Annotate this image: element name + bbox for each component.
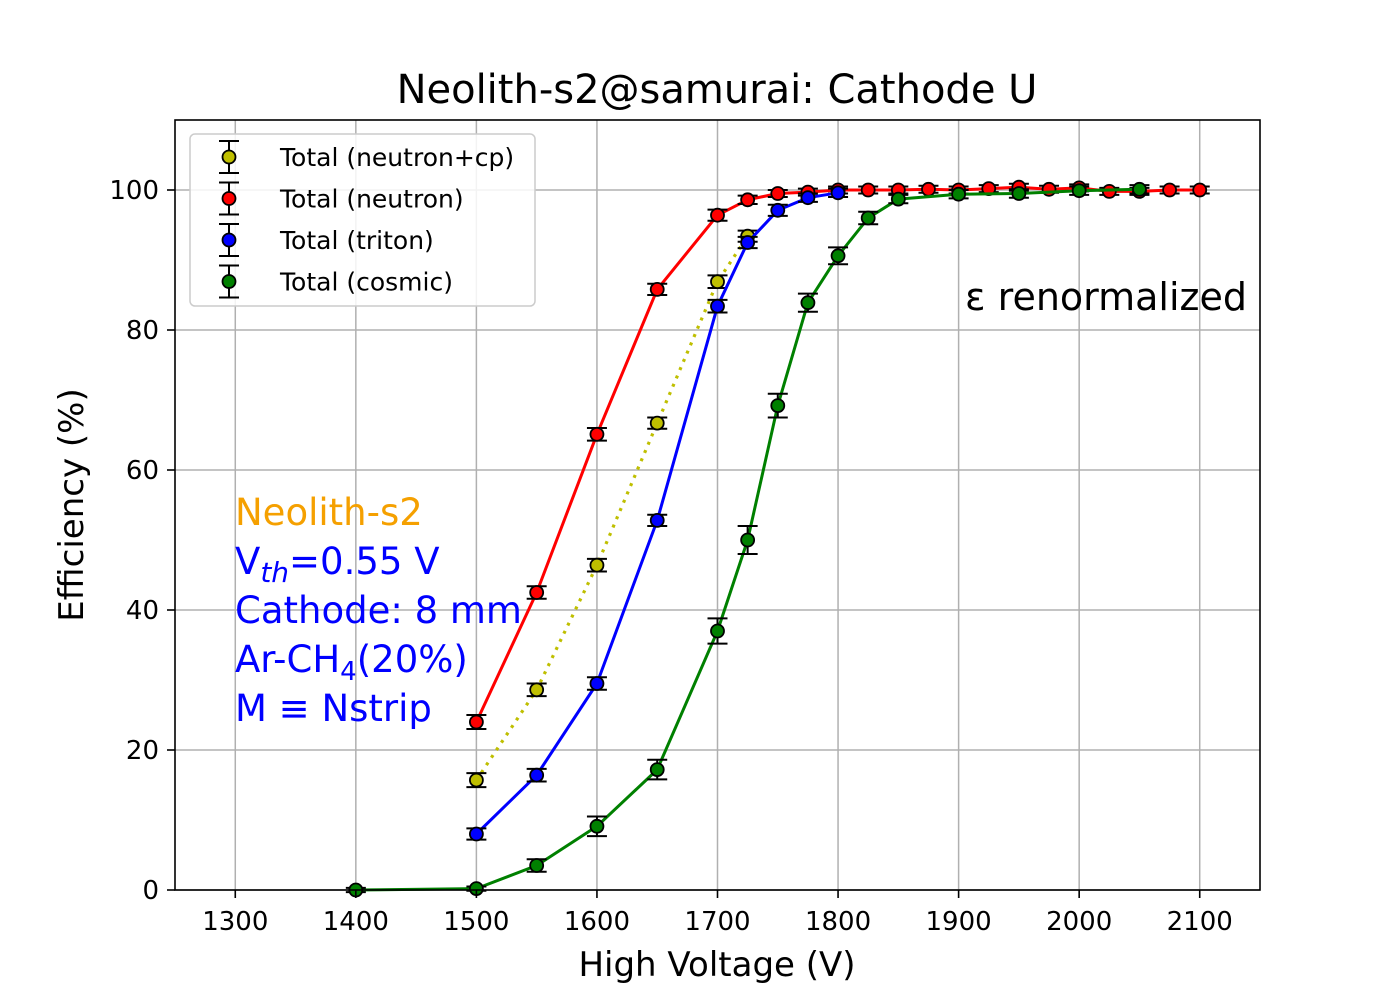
data-point [710,623,725,639]
y-tick-label: 80 [126,316,159,346]
data-point [649,281,665,297]
series-total-neutron-cp- [466,228,758,789]
x-tick-label: 1400 [323,907,389,937]
data-point [1192,182,1208,198]
series-line [475,235,749,781]
y-tick-label: 100 [109,176,159,206]
data-point [890,191,906,207]
y-axis-label: Efficiency (%) [52,388,92,621]
data-point [1162,182,1177,198]
data-point [529,858,545,873]
data-point [800,190,816,206]
data-point [740,192,756,208]
data-point [830,185,846,201]
data-point [649,513,665,528]
data-point [770,186,786,201]
legend-marker [221,191,237,206]
data-point [1132,181,1147,197]
x-tick-label: 1500 [443,907,509,937]
legend-label: Total (triton) [279,226,434,255]
data-point [529,767,545,783]
data-point [529,585,545,600]
legend: Total (neutron+cp) Total (neutron) Total (… [189,133,536,307]
legend-marker [221,232,237,248]
gas-subscript: 4 [340,657,357,687]
y-tick-label: 40 [126,596,159,626]
legend-item: Total (triton) [219,223,434,257]
cathode-annotation: Cathode: 8 mm [235,589,522,632]
data-point [710,274,725,290]
data-point [740,532,756,548]
data-point [860,182,876,198]
x-tick-label: 2000 [1046,907,1112,937]
x-tick-label: 2100 [1167,907,1233,937]
y-tick-label: 20 [126,736,159,766]
x-tick-label: 1300 [202,907,268,937]
data-point [951,186,967,202]
data-point [468,772,484,788]
legend-label: Total (cosmic) [279,268,453,297]
x-tick-label: 1900 [926,907,992,937]
vth-subscript: th [260,556,289,589]
legend-item: Total (neutron) [219,181,464,216]
data-point [770,202,786,218]
vth-value: =0.55 V [289,540,439,583]
renormalized-annotation: ε renormalized [965,275,1247,319]
data-point [921,181,936,197]
data-point [800,295,816,311]
gas-annotation: Ar-CH4(20%) [235,638,468,687]
data-point [710,298,725,314]
data-point [860,210,876,226]
data-point [710,207,725,223]
gas-fraction: (20%) [357,638,468,681]
chart-title: Neolith-s2@samurai: Cathode U [397,67,1038,113]
multiplicity-annotation: M ≡ Nstrip [235,687,432,730]
data-point [589,557,605,573]
data-point [1071,183,1087,199]
series-line [355,187,1140,892]
legend-label: Total (neutron) [279,185,464,214]
data-point [770,398,786,414]
data-point [468,714,484,730]
legend-item: Total (cosmic) [219,264,453,299]
series-layer [345,179,1210,898]
data-point [649,415,665,431]
legend-marker [221,274,237,289]
x-axis-label: High Voltage (V) [578,945,855,985]
data-point [589,426,605,442]
x-tick-label: 1800 [805,907,871,937]
data-point [830,248,846,264]
data-point [529,682,545,698]
data-point [589,818,605,834]
data-point [1011,186,1027,201]
y-tick-label: 0 [142,876,159,906]
x-tick-label: 1700 [684,907,750,937]
data-point [649,762,665,777]
series-total-triton- [466,185,849,842]
legend-marker [221,149,237,165]
data-point [740,235,756,250]
x-tick-label: 1600 [564,907,630,937]
y-tick-label: 60 [126,456,159,486]
legend-item: Total (neutron+cp) [219,140,514,174]
legend-box [189,133,536,307]
data-point [468,826,484,842]
axis-ticks: 1300 1400 1500 1600 1700 1800 1900 2000 2100 0 20 4… [109,176,1232,937]
data-point [1041,181,1057,197]
legend-label: Total (neutron+cp) [279,143,514,172]
gas-prefix: Ar-CH [235,638,340,681]
vth-prefix: V [235,540,260,583]
detector-name-annotation: Neolith-s2 [235,491,423,534]
detector-info: Neolith-s2 Vth=0.55 V Cathode: 8 mm Ar-C… [235,491,522,730]
data-point [589,676,605,691]
threshold-annotation: Vth=0.55 V [235,540,440,589]
